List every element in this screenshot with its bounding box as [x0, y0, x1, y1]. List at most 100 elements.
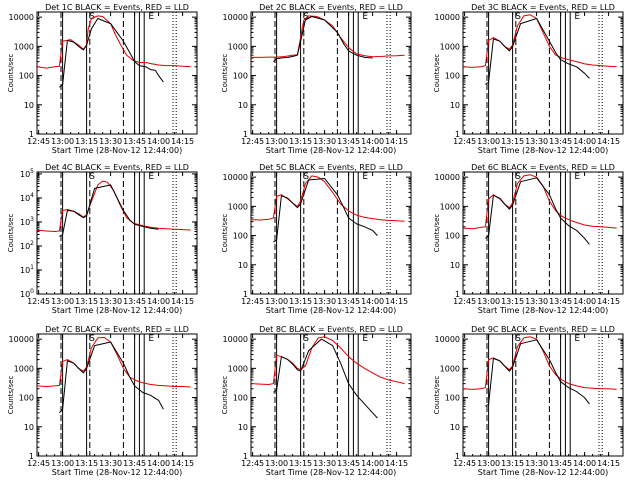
- y-tick-label: 10: [24, 423, 34, 432]
- y-tick-label: 10: [450, 101, 460, 110]
- panel-title: Det 6C BLACK = Events, RED = LLD: [471, 163, 615, 172]
- y-tick-label: 1: [455, 290, 460, 299]
- x-tick-label: 13:15: [289, 459, 312, 468]
- panel-title: Det 3C BLACK = Events, RED = LLD: [471, 3, 615, 12]
- y-tick-label: 100: [445, 232, 460, 241]
- y-tick-label: 1000: [228, 202, 248, 211]
- plot-frame: [250, 171, 412, 295]
- y-tick-label: 102: [20, 240, 34, 251]
- y-tick-label: 10000: [223, 335, 248, 344]
- x-tick-label: 14:15: [171, 137, 194, 146]
- x-tick-label: 13:00: [51, 297, 74, 306]
- y-tick-label: 1: [243, 452, 248, 461]
- x-tick-label: 13:45: [123, 297, 146, 306]
- y-tick-label: 1000: [440, 42, 460, 51]
- x-tick-label: 13:00: [477, 459, 500, 468]
- x-tick-label: 13:15: [501, 297, 524, 306]
- y-tick-label: 100: [445, 394, 460, 403]
- x-tick-label: 13:15: [289, 297, 312, 306]
- x-tick-label: 13:15: [75, 297, 98, 306]
- y-axis-label: Counts/sec: [433, 376, 441, 415]
- red-series-line: [462, 336, 617, 390]
- black-series-line: [273, 178, 378, 243]
- plot-frame: [36, 333, 198, 457]
- y-tick-label: 1: [29, 130, 34, 139]
- black-series-line: [59, 18, 164, 88]
- x-tick-label: 13:00: [477, 297, 500, 306]
- panel-title: Det 9C BLACK = Events, RED = LLD: [471, 325, 615, 334]
- black-series-line: [59, 184, 159, 237]
- x-tick-label: 12:45: [241, 137, 264, 146]
- x-tick-label: 13:00: [265, 297, 288, 306]
- x-tick-label: 13:45: [337, 137, 360, 146]
- y-tick-label: 100: [233, 72, 248, 81]
- y-tick-label: 100: [20, 288, 34, 299]
- x-tick-label: 14:15: [385, 297, 408, 306]
- x-tick-label: 13:00: [265, 137, 288, 146]
- plot-frame: [250, 333, 412, 457]
- x-tick-label: 13:30: [525, 137, 548, 146]
- y-tick-label: 101: [20, 264, 34, 275]
- y-axis-label: Counts/sec: [221, 376, 229, 415]
- y-tick-label: 100: [233, 394, 248, 403]
- y-tick-label: 100: [445, 72, 460, 81]
- y-tick-label: 1: [455, 130, 460, 139]
- y-tick-label: 1000: [440, 364, 460, 373]
- y-tick-label: 104: [20, 192, 34, 203]
- y-axis-label: Counts/sec: [7, 376, 15, 415]
- y-axis-label: Counts/sec: [7, 214, 15, 253]
- red-series-line: [36, 15, 191, 69]
- x-tick-label: 12:45: [453, 137, 476, 146]
- y-tick-label: 10000: [9, 13, 34, 22]
- marker-letter: E: [148, 172, 154, 182]
- plot-frame: [36, 171, 198, 295]
- x-tick-label: 14:00: [147, 297, 170, 306]
- y-axis-label: Counts/sec: [7, 54, 15, 93]
- x-tick-label: 14:15: [171, 459, 194, 468]
- black-series-line: [485, 339, 590, 407]
- x-tick-label: 13:30: [99, 137, 122, 146]
- marker-letter: E: [362, 334, 368, 344]
- x-tick-label: 12:45: [27, 297, 50, 306]
- y-tick-label: 10000: [435, 335, 460, 344]
- x-tick-label: 13:00: [51, 459, 74, 468]
- panel-title: Det 7C BLACK = Events, RED = LLD: [45, 325, 189, 334]
- marker-letter: E: [362, 172, 368, 182]
- x-axis-label: Start Time (28-Nov-12 12:44:00): [478, 146, 608, 155]
- x-tick-label: 13:15: [289, 137, 312, 146]
- x-axis-label: Start Time (28-Nov-12 12:44:00): [266, 468, 396, 477]
- marker-letter: S: [515, 172, 521, 182]
- x-tick-label: 14:15: [597, 459, 620, 468]
- x-tick-label: 13:30: [525, 297, 548, 306]
- y-tick-label: 10000: [435, 173, 460, 182]
- x-axis-label: Start Time (28-Nov-12 12:44:00): [52, 306, 182, 315]
- x-tick-label: 13:45: [549, 137, 572, 146]
- red-series-line: [462, 174, 617, 230]
- y-tick-label: 1: [243, 130, 248, 139]
- plot-frame: [36, 11, 198, 135]
- x-tick-label: 13:15: [75, 459, 98, 468]
- x-tick-label: 14:15: [597, 297, 620, 306]
- plot-frame: [462, 333, 624, 457]
- y-tick-label: 1: [29, 452, 34, 461]
- x-tick-label: 13:45: [549, 297, 572, 306]
- black-series-line: [59, 341, 164, 414]
- x-tick-label: 13:30: [313, 297, 336, 306]
- y-tick-label: 1000: [14, 364, 34, 373]
- y-tick-label: 10: [450, 261, 460, 270]
- x-tick-label: 13:15: [75, 137, 98, 146]
- marker-letter: S: [89, 334, 95, 344]
- x-tick-label: 12:45: [241, 297, 264, 306]
- red-series-line: [36, 180, 191, 232]
- marker-letter: S: [303, 334, 309, 344]
- panel-title: Det 1C BLACK = Events, RED = LLD: [45, 3, 189, 12]
- y-tick-label: 10000: [223, 173, 248, 182]
- marker-letter: E: [574, 172, 580, 182]
- y-tick-label: 10: [24, 101, 34, 110]
- x-tick-label: 13:45: [123, 137, 146, 146]
- x-tick-label: 14:00: [361, 459, 384, 468]
- black-series-line: [485, 177, 590, 245]
